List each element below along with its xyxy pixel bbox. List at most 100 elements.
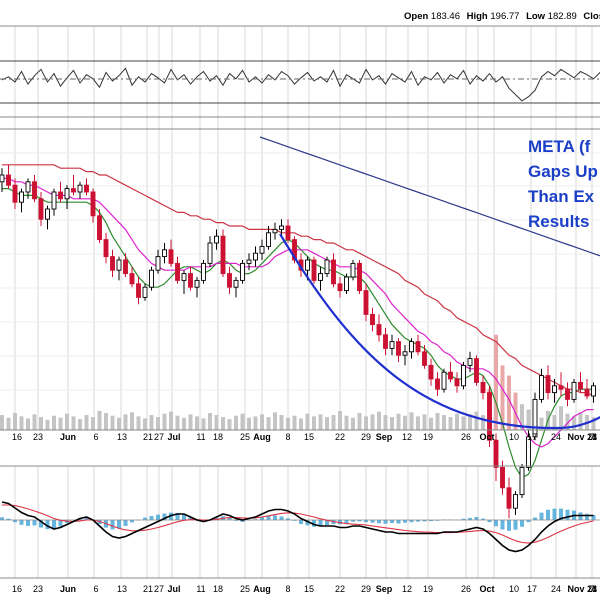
volume-bar-55 xyxy=(357,413,362,430)
candle-body xyxy=(337,283,343,292)
macd-histogram-bar-41 xyxy=(266,515,271,520)
x-tick-label: 25 xyxy=(240,432,250,442)
candle-body xyxy=(350,262,356,278)
candle-body xyxy=(188,273,193,288)
volume-bar-52 xyxy=(338,410,342,430)
volume-bar-38 xyxy=(247,417,251,430)
x-tick-label: Jul xyxy=(167,432,180,442)
x-tick-label-lower: 16 xyxy=(12,584,22,594)
x-tick-label: 19 xyxy=(423,432,433,442)
volume-bar-20 xyxy=(130,412,134,430)
macd-histogram-bar-9 xyxy=(58,520,63,527)
macd-histogram-bar-40 xyxy=(260,517,264,520)
candle-27 xyxy=(175,256,180,284)
volume-bar-47 xyxy=(305,413,310,430)
macd-histogram-bar-66 xyxy=(429,520,433,522)
macd-histogram-bar-80 xyxy=(520,520,524,527)
volume-bar-54 xyxy=(351,417,355,430)
high-label: High xyxy=(466,11,488,22)
volume-bar-29 xyxy=(188,414,193,430)
candle-body xyxy=(591,385,596,397)
low-label: Low xyxy=(526,11,546,22)
candle-body xyxy=(578,381,583,390)
candle-83 xyxy=(539,368,544,403)
annotation-line-2: Gaps Up xyxy=(528,162,598,181)
candle-body xyxy=(259,245,265,254)
volume-bar-14 xyxy=(91,417,95,430)
candle-2 xyxy=(12,178,18,209)
x-tick-label: Oct xyxy=(479,432,494,442)
macd-histogram-bar-60 xyxy=(390,520,394,523)
macd-histogram-bar-79 xyxy=(513,520,518,530)
candle-14 xyxy=(90,188,96,223)
candle-15 xyxy=(97,209,102,243)
volume-bar-60 xyxy=(390,417,394,430)
candle-body xyxy=(558,385,564,390)
candle-body xyxy=(402,351,408,356)
candle-body xyxy=(448,371,453,380)
candle-60 xyxy=(389,334,395,356)
candle-body xyxy=(103,239,109,258)
macd-histogram-bar-31 xyxy=(201,520,206,522)
candle-body xyxy=(565,388,570,400)
x-tick-label-lower: 6 xyxy=(93,584,98,594)
volume-bar-1 xyxy=(6,417,11,430)
ma-200-line xyxy=(259,136,600,257)
x-tick-label: 24 xyxy=(551,432,561,442)
volume-bar-74 xyxy=(481,415,485,430)
close-label: Clos xyxy=(583,11,600,22)
candle-6 xyxy=(38,192,44,226)
candle-body xyxy=(266,232,271,247)
candle-91 xyxy=(591,382,596,403)
volume-bar-23 xyxy=(149,415,154,430)
volume-panel xyxy=(0,334,596,430)
macd-histogram-bar-78 xyxy=(507,520,511,531)
candle-body xyxy=(246,259,252,264)
candle-body xyxy=(292,239,297,261)
x-tick-label-lower: 25 xyxy=(240,584,250,594)
macd-histogram-bar-6 xyxy=(39,520,43,528)
candle-52 xyxy=(337,277,343,298)
candle-13 xyxy=(84,178,89,196)
candle-11 xyxy=(71,175,76,196)
candle-body xyxy=(181,273,187,281)
macd-histogram-bar-3 xyxy=(19,520,24,525)
x-tick-label-lower: 22 xyxy=(335,584,345,594)
candle-12 xyxy=(77,181,83,199)
chart-grid xyxy=(0,26,600,578)
candle-78 xyxy=(506,477,512,519)
macd-histogram-bar-83 xyxy=(539,512,544,520)
volume-bar-51 xyxy=(331,415,336,430)
candle-16 xyxy=(103,232,109,264)
x-tick-label-lower: 26 xyxy=(461,584,471,594)
candle-73 xyxy=(474,355,479,386)
macd-histogram-bar-71 xyxy=(461,518,466,520)
volume-bar-19 xyxy=(123,414,128,430)
x-tick-label: 7 xyxy=(589,432,594,442)
macd-histogram-bar-74 xyxy=(481,518,485,520)
x-tick-label-lower: Oct xyxy=(479,584,494,594)
candle-88 xyxy=(571,379,577,403)
candle-body xyxy=(136,283,141,298)
volume-bar-9 xyxy=(58,417,63,430)
volume-bar-87 xyxy=(565,413,570,430)
macd-histogram-bar-2 xyxy=(13,520,17,523)
candle-body xyxy=(493,439,499,468)
candle-body xyxy=(227,273,232,288)
macd-histogram-bar-20 xyxy=(130,520,134,523)
candle-body xyxy=(311,259,317,281)
x-tick-label-lower: 23 xyxy=(33,584,43,594)
macd-histogram-bar-36 xyxy=(234,520,238,521)
candle-body xyxy=(97,215,102,241)
macd-histogram-bar-86 xyxy=(559,508,563,520)
macd-histogram-bar-81 xyxy=(526,520,531,523)
candle-body xyxy=(285,225,291,241)
candle-body xyxy=(162,249,167,258)
macd-histogram-bar-23 xyxy=(149,515,154,520)
candle-29 xyxy=(188,266,193,291)
open-label: Open xyxy=(404,11,429,22)
x-tick-label-lower: 13 xyxy=(117,584,127,594)
candle-body xyxy=(539,375,544,400)
candle-71 xyxy=(461,362,466,390)
volume-bar-56 xyxy=(364,416,368,430)
